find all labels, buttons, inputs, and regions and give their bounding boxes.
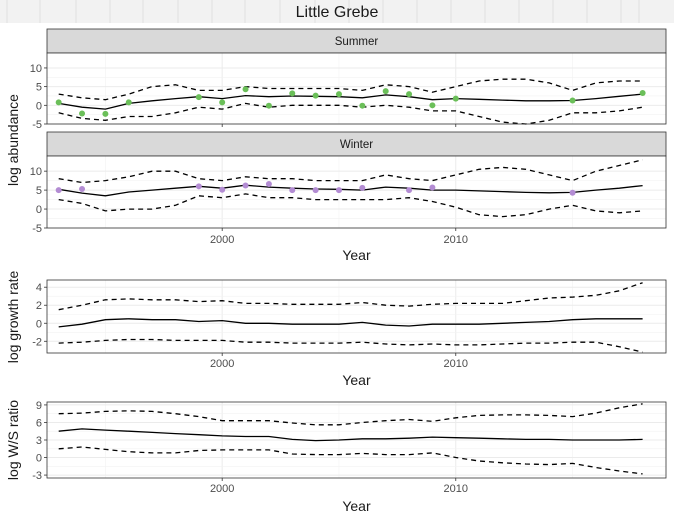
series-line-upper [58, 282, 643, 311]
data-point [242, 86, 249, 93]
data-point [359, 184, 366, 191]
data-point [55, 187, 62, 194]
series-line-estimate [58, 184, 643, 197]
data-point [335, 91, 342, 98]
data-point [125, 99, 132, 106]
data-point [219, 99, 226, 106]
y-axis-label: log abundance [5, 94, 21, 186]
panel-border [46, 155, 667, 229]
data-point [406, 187, 413, 194]
data-point [195, 94, 202, 101]
y-tick-label: 3 [36, 435, 42, 447]
x-tick-label: 2010 [444, 358, 468, 370]
panel-3: -2 0 2 4 2000 2010 Year [32, 279, 667, 388]
y-tick-label: 10 [30, 63, 42, 75]
data-point [219, 186, 226, 193]
data-point [429, 102, 436, 109]
series-line-upper [58, 78, 643, 101]
facet-strip [46, 131, 667, 157]
y-tick-label: -5 [32, 119, 42, 131]
series-line-estimate [58, 428, 643, 442]
panel-2: Winter -5 0 5 10 2000 2010 Year [30, 131, 667, 263]
y-tick-label: 0 [36, 204, 42, 216]
data-point [79, 185, 86, 192]
series-line-lower [58, 446, 643, 475]
data-point [382, 88, 389, 95]
facet-strip [46, 28, 667, 54]
panel-4: -3 0 3 6 9 2000 2010 Year [32, 400, 667, 514]
series-line-estimate [58, 318, 643, 328]
data-point [55, 99, 62, 106]
y-tick-label: -2 [32, 336, 42, 348]
data-point [452, 95, 459, 102]
y-tick-label: 4 [36, 282, 42, 294]
y-axis-label: log growth rate [5, 270, 21, 363]
data-point [195, 183, 202, 190]
series-line-estimate [58, 93, 643, 110]
y-tick-label: -3 [32, 470, 42, 482]
series-line-lower [58, 338, 643, 353]
chart-title: Little Grebe [296, 4, 379, 21]
data-point [569, 97, 576, 104]
title-strip: Little Grebe [0, 0, 674, 23]
y-tick-label: 0 [36, 453, 42, 465]
y-tick-label: 2 [36, 300, 42, 312]
x-tick-label: 2000 [210, 234, 234, 246]
facet-label: Summer [335, 36, 379, 48]
data-point [335, 187, 342, 194]
data-point [312, 92, 319, 99]
y-tick-label: 6 [36, 417, 42, 429]
data-point [639, 89, 646, 96]
y-tick-label: 9 [36, 400, 42, 412]
plots: Summer -5 0 5 10 Winter -5 0 5 10 2000 2010 Year -2 0 2… [5, 28, 667, 514]
data-point [79, 110, 86, 117]
data-point [242, 182, 249, 189]
data-point [312, 187, 319, 194]
y-tick-label: 5 [36, 82, 42, 94]
data-point [569, 189, 576, 196]
y-tick-label: 5 [36, 185, 42, 197]
y-tick-label: -5 [32, 223, 42, 235]
panel-1: Summer -5 0 5 10 [30, 28, 667, 131]
y-tick-label: 0 [36, 318, 42, 330]
x-tick-label: 2010 [444, 234, 468, 246]
panel-border [46, 52, 667, 125]
y-tick-label: 0 [36, 100, 42, 112]
x-tick-label: 2000 [210, 483, 234, 495]
x-axis-label: Year [342, 498, 371, 514]
facet-label: Winter [340, 139, 373, 151]
x-tick-label: 2000 [210, 358, 234, 370]
series-line-upper [58, 403, 643, 426]
panel-background [47, 53, 666, 124]
data-point [406, 91, 413, 98]
data-point [265, 102, 272, 109]
x-tick-label: 2010 [444, 483, 468, 495]
panel-border [46, 279, 667, 354]
x-axis-label: Year [342, 372, 371, 388]
x-axis-label: Year [342, 247, 371, 263]
y-tick-label: 10 [30, 166, 42, 178]
data-point [289, 90, 296, 97]
data-point [102, 110, 109, 117]
data-point [429, 184, 436, 191]
data-point [265, 181, 272, 188]
data-point [359, 102, 366, 109]
data-point [289, 187, 296, 194]
y-axis-label: log W/S ratio [5, 400, 21, 480]
